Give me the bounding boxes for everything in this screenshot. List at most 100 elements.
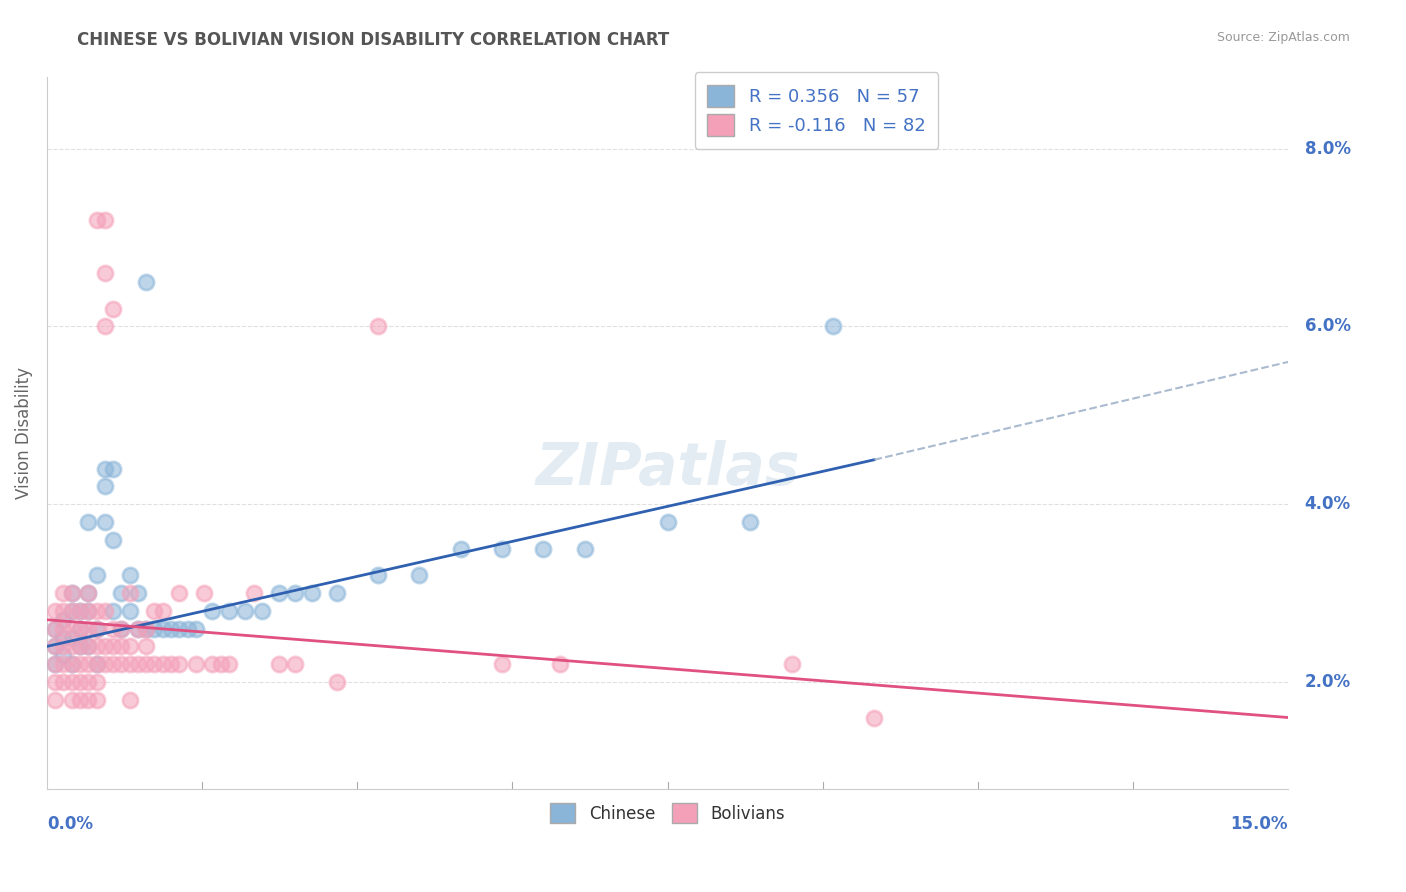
Point <box>86 604 108 618</box>
Point <box>69 622 91 636</box>
Point <box>548 657 571 672</box>
Point <box>325 586 347 600</box>
Point <box>325 675 347 690</box>
Point <box>201 657 224 672</box>
Point <box>491 657 513 672</box>
Point <box>118 604 141 618</box>
Point <box>60 604 83 618</box>
Point <box>169 622 191 636</box>
Point <box>101 657 124 672</box>
Point <box>60 631 83 645</box>
Point <box>94 319 117 334</box>
Point <box>250 604 273 618</box>
Point <box>77 586 100 600</box>
Point <box>863 710 886 724</box>
Point <box>77 692 100 706</box>
Point <box>52 675 75 690</box>
Point <box>218 604 240 618</box>
Point <box>69 640 91 654</box>
Point <box>77 622 100 636</box>
Point <box>86 692 108 706</box>
Point <box>69 604 91 618</box>
Point <box>60 604 83 618</box>
Text: 8.0%: 8.0% <box>1305 139 1351 158</box>
Text: 6.0%: 6.0% <box>1305 318 1351 335</box>
Text: 15.0%: 15.0% <box>1230 815 1288 833</box>
Point <box>193 586 215 600</box>
Text: 0.0%: 0.0% <box>46 815 93 833</box>
Point <box>184 657 207 672</box>
Point <box>60 657 83 672</box>
Point <box>450 541 472 556</box>
Point <box>60 640 83 654</box>
Point <box>77 586 100 600</box>
Point <box>44 657 66 672</box>
Point <box>127 622 149 636</box>
Point <box>86 657 108 672</box>
Point <box>143 622 166 636</box>
Point <box>209 657 232 672</box>
Text: ZIPatlas: ZIPatlas <box>536 440 800 497</box>
Point <box>94 266 117 280</box>
Point <box>77 640 100 654</box>
Point <box>110 622 132 636</box>
Point <box>44 604 66 618</box>
Point <box>574 541 596 556</box>
Point <box>301 586 323 600</box>
Point <box>143 657 166 672</box>
Point <box>77 657 100 672</box>
Point <box>135 275 157 289</box>
Point <box>77 604 100 618</box>
Point <box>821 319 844 334</box>
Point <box>242 586 264 600</box>
Point <box>77 675 100 690</box>
Point <box>60 675 83 690</box>
Point <box>52 631 75 645</box>
Point <box>135 657 157 672</box>
Point <box>52 640 75 654</box>
Point <box>86 622 108 636</box>
Point <box>218 657 240 672</box>
Point <box>127 657 149 672</box>
Point <box>44 675 66 690</box>
Point <box>52 657 75 672</box>
Point <box>118 568 141 582</box>
Point <box>60 586 83 600</box>
Text: CHINESE VS BOLIVIAN VISION DISABILITY CORRELATION CHART: CHINESE VS BOLIVIAN VISION DISABILITY CO… <box>77 31 669 49</box>
Point <box>94 604 117 618</box>
Point <box>94 640 117 654</box>
Point <box>152 604 174 618</box>
Point <box>780 657 803 672</box>
Point <box>86 675 108 690</box>
Point <box>94 515 117 529</box>
Point <box>86 640 108 654</box>
Point <box>110 586 132 600</box>
Point <box>101 301 124 316</box>
Point <box>367 319 389 334</box>
Point <box>152 657 174 672</box>
Point <box>531 541 554 556</box>
Point <box>408 568 430 582</box>
Point <box>127 586 149 600</box>
Point <box>657 515 679 529</box>
Point <box>184 622 207 636</box>
Point <box>740 515 762 529</box>
Point <box>176 622 198 636</box>
Point <box>491 541 513 556</box>
Y-axis label: Vision Disability: Vision Disability <box>15 367 32 499</box>
Point <box>94 479 117 493</box>
Point <box>69 640 91 654</box>
Point <box>94 657 117 672</box>
Point <box>60 586 83 600</box>
Point <box>86 657 108 672</box>
Point <box>110 622 132 636</box>
Text: 2.0%: 2.0% <box>1305 673 1351 691</box>
Point <box>86 212 108 227</box>
Point <box>127 622 149 636</box>
Point <box>60 692 83 706</box>
Point <box>77 640 100 654</box>
Point <box>69 657 91 672</box>
Point <box>160 657 183 672</box>
Point <box>135 640 157 654</box>
Point <box>44 640 66 654</box>
